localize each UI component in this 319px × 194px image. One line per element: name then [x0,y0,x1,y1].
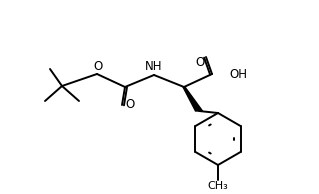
Text: O: O [125,98,135,111]
Polygon shape [183,87,203,111]
Text: O: O [195,55,204,68]
Text: OH: OH [229,68,247,81]
Text: CH₃: CH₃ [208,181,228,191]
Text: NH: NH [145,61,163,74]
Text: O: O [93,61,103,74]
